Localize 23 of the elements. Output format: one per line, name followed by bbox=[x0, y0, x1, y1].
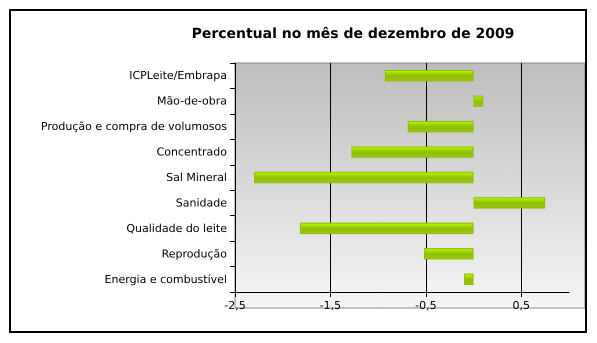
bar bbox=[384, 70, 474, 82]
bar bbox=[474, 197, 546, 209]
y-tick-label: Sal Mineral bbox=[166, 171, 227, 184]
x-tick-label: -0,5 bbox=[415, 299, 437, 312]
bar bbox=[424, 248, 474, 260]
y-tick-label: Concentrado bbox=[156, 146, 228, 159]
bar bbox=[474, 95, 484, 107]
bar bbox=[351, 146, 474, 158]
y-tick-label: Sanidade bbox=[176, 196, 228, 210]
y-tick-label: ICPLeite/Embrapa bbox=[129, 69, 227, 82]
bar bbox=[300, 222, 474, 234]
y-tick-label: Energia e combustível bbox=[104, 272, 227, 286]
y-tick-label: Mão-de-obra bbox=[156, 94, 227, 108]
y-tick-label: Qualidade do leite bbox=[126, 222, 228, 235]
y-tick-label: Reprodução bbox=[162, 247, 228, 260]
bar bbox=[408, 120, 474, 132]
y-tick-label: Produção e compra de volumosos bbox=[40, 120, 228, 134]
chart-title: Percentual no mês de dezembro de 2009 bbox=[192, 26, 514, 42]
x-tick-label: -1,5 bbox=[320, 299, 342, 312]
bar bbox=[254, 172, 474, 184]
x-tick-label: 0,5 bbox=[512, 299, 530, 312]
x-tick-label: -2,5 bbox=[224, 299, 246, 312]
bar bbox=[464, 274, 474, 286]
